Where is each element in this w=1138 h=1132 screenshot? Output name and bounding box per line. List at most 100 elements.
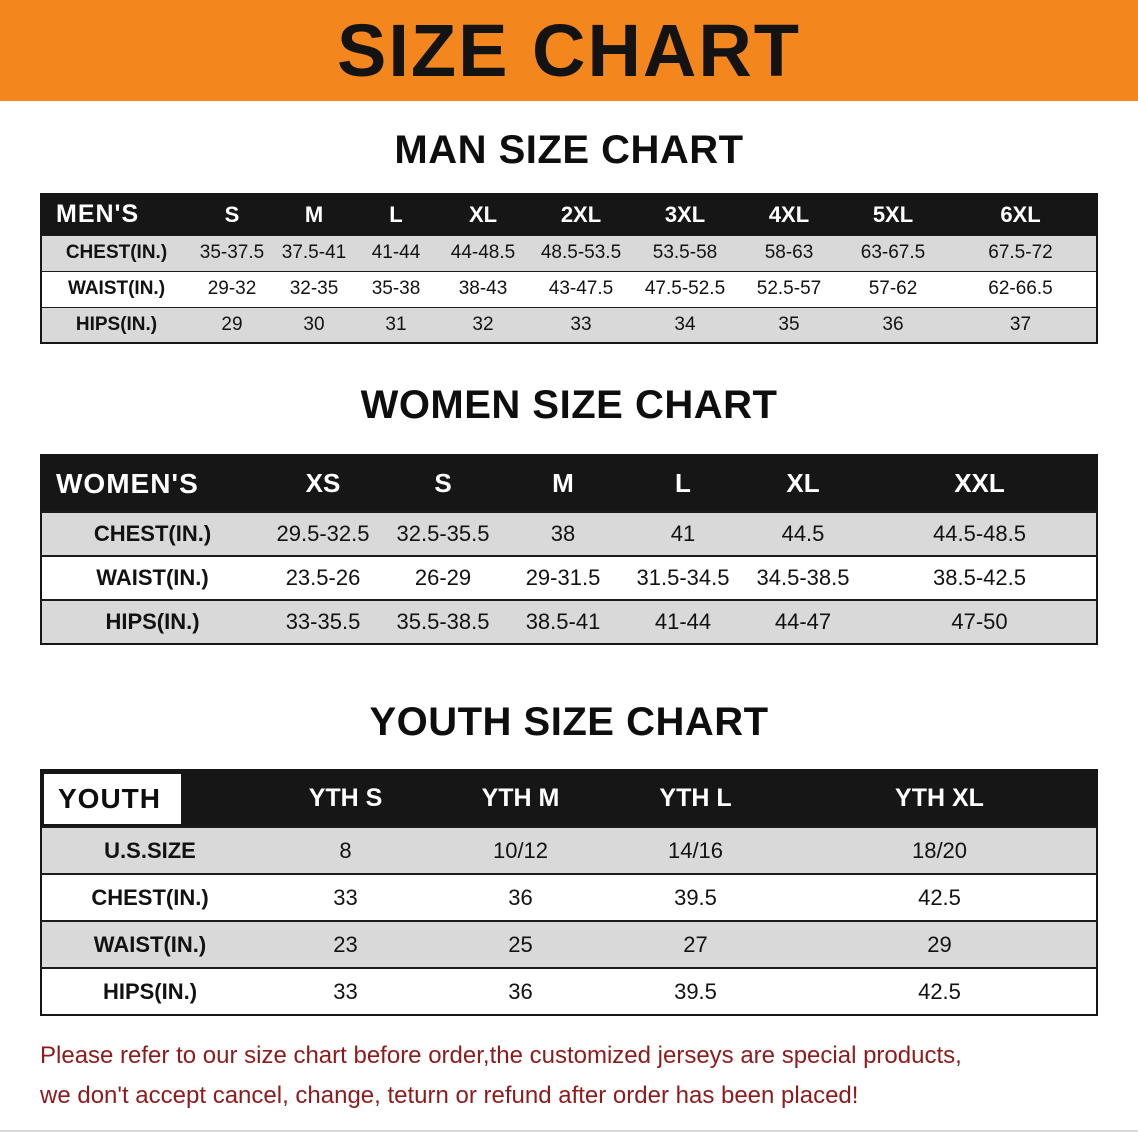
size-value: 42.5 xyxy=(783,873,1097,921)
size-value: 39.5 xyxy=(608,873,783,921)
size-value: 67.5-72 xyxy=(945,234,1097,271)
size-value: 32.5-35.5 xyxy=(383,511,503,556)
table-title-label: YOUTH xyxy=(44,773,181,824)
column-header: XL xyxy=(437,194,529,235)
section-men: MAN SIZE CHART MEN'S S M L XL 2XL 3XL 4XL 5XL 6XL C… xyxy=(0,127,1138,344)
size-value: 33-35.5 xyxy=(263,599,383,644)
size-value: 14/16 xyxy=(608,826,783,874)
section-heading: MAN SIZE CHART xyxy=(394,128,744,172)
size-value: 35-38 xyxy=(355,270,437,307)
size-value: 23.5-26 xyxy=(263,555,383,600)
row-label: WAIST(IN.) xyxy=(41,920,258,968)
notice-line-2: we don't accept cancel, change, teturn o… xyxy=(40,1082,859,1109)
size-value: 29-31.5 xyxy=(503,555,623,600)
notice-line-1: Please refer to our size chart before or… xyxy=(40,1042,962,1069)
column-header: 2XL xyxy=(529,194,633,235)
size-value: 42.5 xyxy=(783,967,1097,1015)
row-label: HIPS(IN.) xyxy=(41,967,258,1015)
row-label: CHEST(IN.) xyxy=(41,234,191,271)
table-title-label: WOMEN'S xyxy=(56,467,199,499)
size-value: 44-48.5 xyxy=(437,234,529,271)
size-value: 35-37.5 xyxy=(191,234,273,271)
size-value: 26-29 xyxy=(383,555,503,600)
table-row: HIPS(IN.) 33 36 39.5 42.5 xyxy=(41,967,1097,1015)
size-value: 41-44 xyxy=(355,234,437,271)
youth-size-table: YOUTH YTH S YTH M YTH L YTH XL U.S.SIZE 8 10/12… xyxy=(40,769,1098,1016)
table-row: CHEST(IN.) 35-37.5 37.5-41 41-44 44-48.5 48.5… xyxy=(41,234,1097,271)
column-header: XS xyxy=(263,455,383,512)
page-title: SIZE CHART xyxy=(337,8,801,92)
size-value: 47.5-52.5 xyxy=(633,270,737,307)
header-row: MEN'S S M L XL 2XL 3XL 4XL 5XL 6XL xyxy=(41,194,1097,235)
size-value: 36 xyxy=(433,967,608,1015)
size-value: 29-32 xyxy=(191,270,273,307)
size-value: 31.5-34.5 xyxy=(623,555,743,600)
size-value: 38.5-42.5 xyxy=(863,555,1097,600)
size-value: 35.5-38.5 xyxy=(383,599,503,644)
size-value: 10/12 xyxy=(433,826,608,874)
column-header: XXL xyxy=(863,455,1097,512)
table-row: WAIST(IN.) 29-32 32-35 35-38 38-43 43-47.5 47.… xyxy=(41,270,1097,307)
size-value: 29 xyxy=(783,920,1097,968)
size-value: 8 xyxy=(258,826,433,874)
size-value: 39.5 xyxy=(608,967,783,1015)
column-header: M xyxy=(503,455,623,512)
column-header: YTH M xyxy=(433,770,608,827)
size-value: 63-67.5 xyxy=(841,234,945,271)
size-value: 25 xyxy=(433,920,608,968)
size-value: 32 xyxy=(437,306,529,343)
row-label: U.S.SIZE xyxy=(41,826,258,874)
size-value: 33 xyxy=(258,873,433,921)
table-row: U.S.SIZE 8 10/12 14/16 18/20 xyxy=(41,826,1097,874)
size-value: 44.5-48.5 xyxy=(863,511,1097,556)
size-value: 41-44 xyxy=(623,599,743,644)
size-value: 37 xyxy=(945,306,1097,343)
size-value: 18/20 xyxy=(783,826,1097,874)
table-row: HIPS(IN.) 33-35.5 35.5-38.5 38.5-41 41-44 44-… xyxy=(41,599,1097,644)
size-value: 57-62 xyxy=(841,270,945,307)
column-header: 3XL xyxy=(633,194,737,235)
size-value: 41 xyxy=(623,511,743,556)
header-row: WOMEN'S XS S M L XL XXL xyxy=(41,455,1097,512)
row-label: WAIST(IN.) xyxy=(41,555,263,600)
size-value: 30 xyxy=(273,306,355,343)
table-row: CHEST(IN.) 29.5-32.5 32.5-35.5 38 41 44.5 44.5… xyxy=(41,511,1097,556)
column-header: XL xyxy=(743,455,863,512)
size-value: 62-66.5 xyxy=(945,270,1097,307)
column-header: 5XL xyxy=(841,194,945,235)
size-value: 38.5-41 xyxy=(503,599,623,644)
table-row: HIPS(IN.) 29 30 31 32 33 34 35 36 37 xyxy=(41,306,1097,343)
row-label: HIPS(IN.) xyxy=(41,306,191,343)
size-value: 27 xyxy=(608,920,783,968)
size-value: 23 xyxy=(258,920,433,968)
column-header: 6XL xyxy=(945,194,1097,235)
size-value: 34 xyxy=(633,306,737,343)
column-header: YTH XL xyxy=(783,770,1097,827)
table-title-label: MEN'S xyxy=(56,200,140,229)
column-header: S xyxy=(383,455,503,512)
size-value: 47-50 xyxy=(863,599,1097,644)
size-value: 29 xyxy=(191,306,273,343)
banner: SIZE CHART xyxy=(0,0,1138,101)
size-value: 43-47.5 xyxy=(529,270,633,307)
womens-size-table: WOMEN'S XS S M L XL XXL CHEST(IN.) 29.5-32.5 32.5… xyxy=(40,454,1098,645)
size-chart-sections: MAN SIZE CHART MEN'S S M L XL 2XL 3XL 4XL 5XL 6XL C… xyxy=(0,127,1138,1016)
size-value: 36 xyxy=(841,306,945,343)
section-heading: WOMEN SIZE CHART xyxy=(360,383,778,427)
size-value: 48.5-53.5 xyxy=(529,234,633,271)
size-value: 38 xyxy=(503,511,623,556)
row-label: HIPS(IN.) xyxy=(41,599,263,644)
section-heading: YOUTH SIZE CHART xyxy=(369,700,769,744)
header-row: YOUTH YTH S YTH M YTH L YTH XL xyxy=(41,770,1097,827)
table-row: WAIST(IN.) 23 25 27 29 xyxy=(41,920,1097,968)
size-value: 32-35 xyxy=(273,270,355,307)
table-row: CHEST(IN.) 33 36 39.5 42.5 xyxy=(41,873,1097,921)
size-value: 52.5-57 xyxy=(737,270,841,307)
column-header: L xyxy=(623,455,743,512)
size-value: 31 xyxy=(355,306,437,343)
column-header: L xyxy=(355,194,437,235)
row-label: WAIST(IN.) xyxy=(41,270,191,307)
size-value: 58-63 xyxy=(737,234,841,271)
size-value: 44-47 xyxy=(743,599,863,644)
